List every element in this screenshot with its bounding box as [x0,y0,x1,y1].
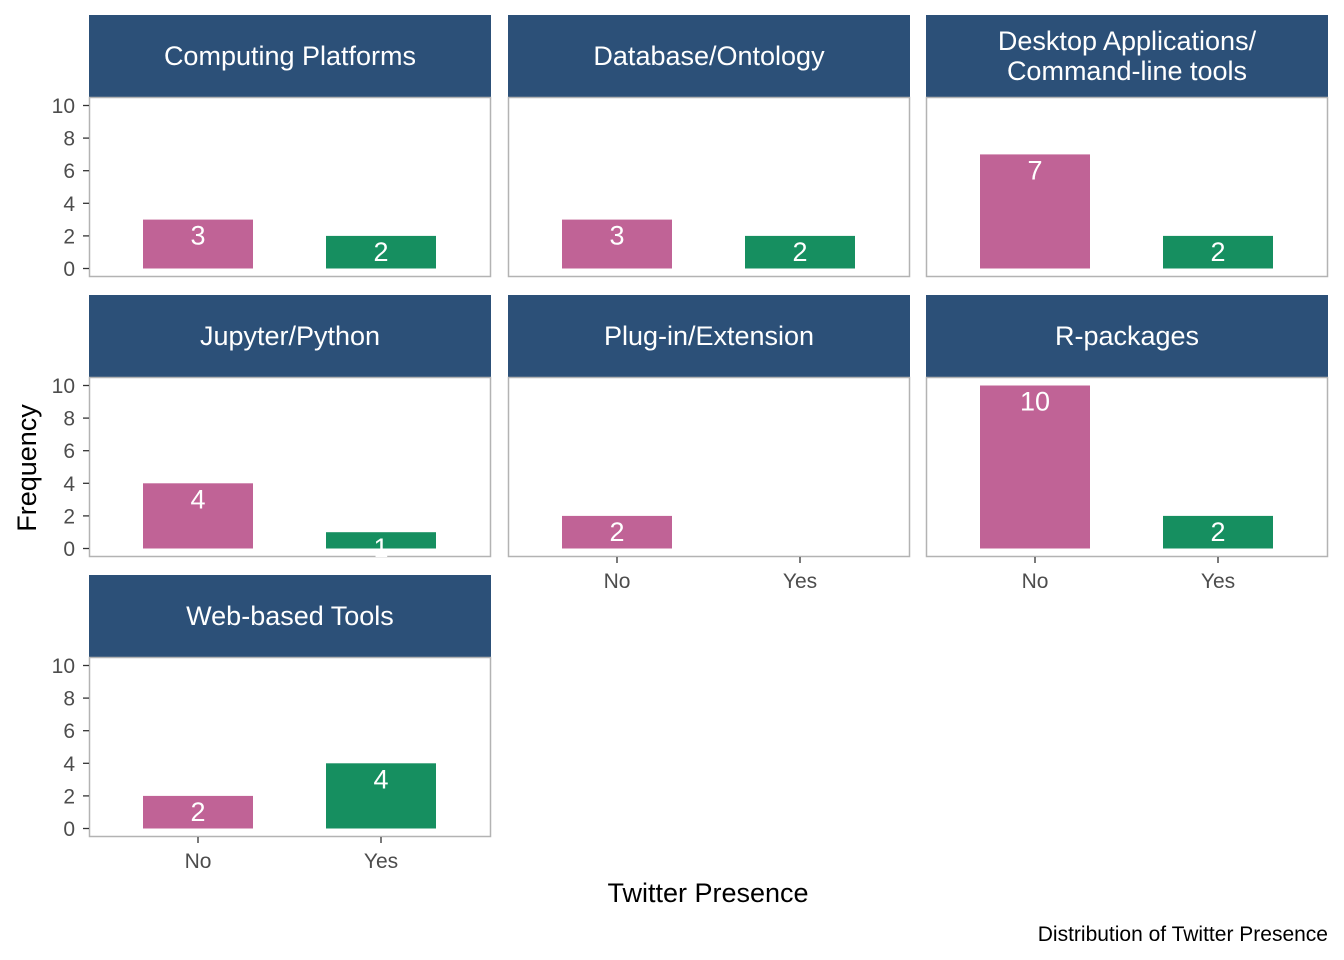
facet-strip [89,15,491,97]
y-tick-label: 8 [63,688,75,711]
panel-border [925,376,1329,558]
bar-value-label: 10 [1020,387,1050,417]
facet-strip [508,295,910,377]
bar-value-label: 3 [609,221,624,251]
x-axis-title: Twitter Presence [607,878,808,908]
y-tick-label: 2 [63,505,75,528]
facet-title: Web-based Tools [186,601,394,631]
x-tick-label: No [185,850,212,873]
facet-panel: Web-based Tools 0 2 4 6 8 10 2 4 No Yes [52,575,492,873]
facet-title: Jupyter/Python [200,321,380,351]
bar-no [562,515,672,549]
y-tick-label: 0 [63,258,75,281]
bar-yes [326,532,436,549]
facet-panel: Computing Platforms 0 2 4 6 8 10 3 2 [52,15,492,281]
y-tick-label: 10 [52,95,75,118]
facet-strip [89,295,491,377]
bar-no [143,219,253,269]
facet-panel: Jupyter/Python 0 2 4 6 8 10 4 1 [52,295,492,563]
y-tick-label: 10 [52,655,75,678]
y-tick-label: 6 [63,440,75,463]
facet-panel: Plug-in/Extension 2 No Yes [507,295,911,593]
panel-border [88,376,492,558]
y-tick-label: 10 [52,375,75,398]
facet-title: Database/Ontology [593,41,825,71]
panel-border [88,96,492,278]
y-tick-label: 4 [63,473,75,496]
bar-value-label: 4 [190,484,205,514]
facet-strip [89,575,491,657]
bar-value-label: 3 [190,221,205,251]
bar-yes [745,235,855,269]
bar-no [980,154,1090,269]
panel-border [507,376,911,558]
chart-caption: Distribution of Twitter Presence [1038,923,1328,946]
y-tick-label: 2 [63,225,75,248]
facet-panels: Computing Platforms024681032Database/Ont… [52,15,1329,873]
bar-value-label: 1 [373,533,388,563]
panel-border [88,656,492,838]
facet-title: Plug-in/Extension [604,321,814,351]
panel-border [925,96,1329,278]
bar-value-label: 4 [373,764,388,794]
y-tick-label: 4 [63,753,75,776]
bar-value-label: 2 [609,517,624,547]
panel-border [507,96,911,278]
bar-value-label: 2 [373,237,388,267]
bar-value-label: 2 [1210,517,1225,547]
facet-panel: R-packages 10 2 No Yes [925,295,1329,593]
bar-yes [326,235,436,269]
x-tick-label: Yes [1201,570,1235,593]
y-tick-label: 0 [63,538,75,561]
y-tick-label: 6 [63,720,75,743]
bar-no [143,483,253,549]
bar-value-label: 2 [792,237,807,267]
bar-value-label: 2 [190,797,205,827]
y-tick-label: 2 [63,785,75,808]
y-tick-label: 8 [63,408,75,431]
bar-value-label: 2 [1210,237,1225,267]
facet-title: R-packages [1055,321,1199,351]
bar-yes [326,763,436,829]
facet-strip [926,15,1328,97]
y-tick-label: 4 [63,193,75,216]
y-tick-label: 8 [63,128,75,151]
x-tick-label: No [604,570,631,593]
bar-no [143,795,253,829]
x-tick-label: Yes [783,570,817,593]
bar-no [562,219,672,269]
x-tick-label: No [1022,570,1049,593]
facet-title: Computing Platforms [164,41,416,71]
y-tick-label: 6 [63,160,75,183]
y-tick-label: 0 [63,818,75,841]
facet-strip [508,15,910,97]
facet-panel: Desktop Applications/Command-line tools 7… [925,15,1329,278]
facet-title: Desktop Applications/ [998,26,1257,56]
bar-yes [1163,515,1273,549]
bar-no [980,385,1090,549]
facet-panel: Database/Ontology 3 2 [507,15,911,278]
bar-value-label: 7 [1027,155,1042,185]
y-axis-title: Frequency [12,404,42,532]
facet-title: Command-line tools [1007,56,1247,86]
x-tick-label: Yes [364,850,398,873]
bar-yes [1163,235,1273,269]
facet-strip [926,295,1328,377]
